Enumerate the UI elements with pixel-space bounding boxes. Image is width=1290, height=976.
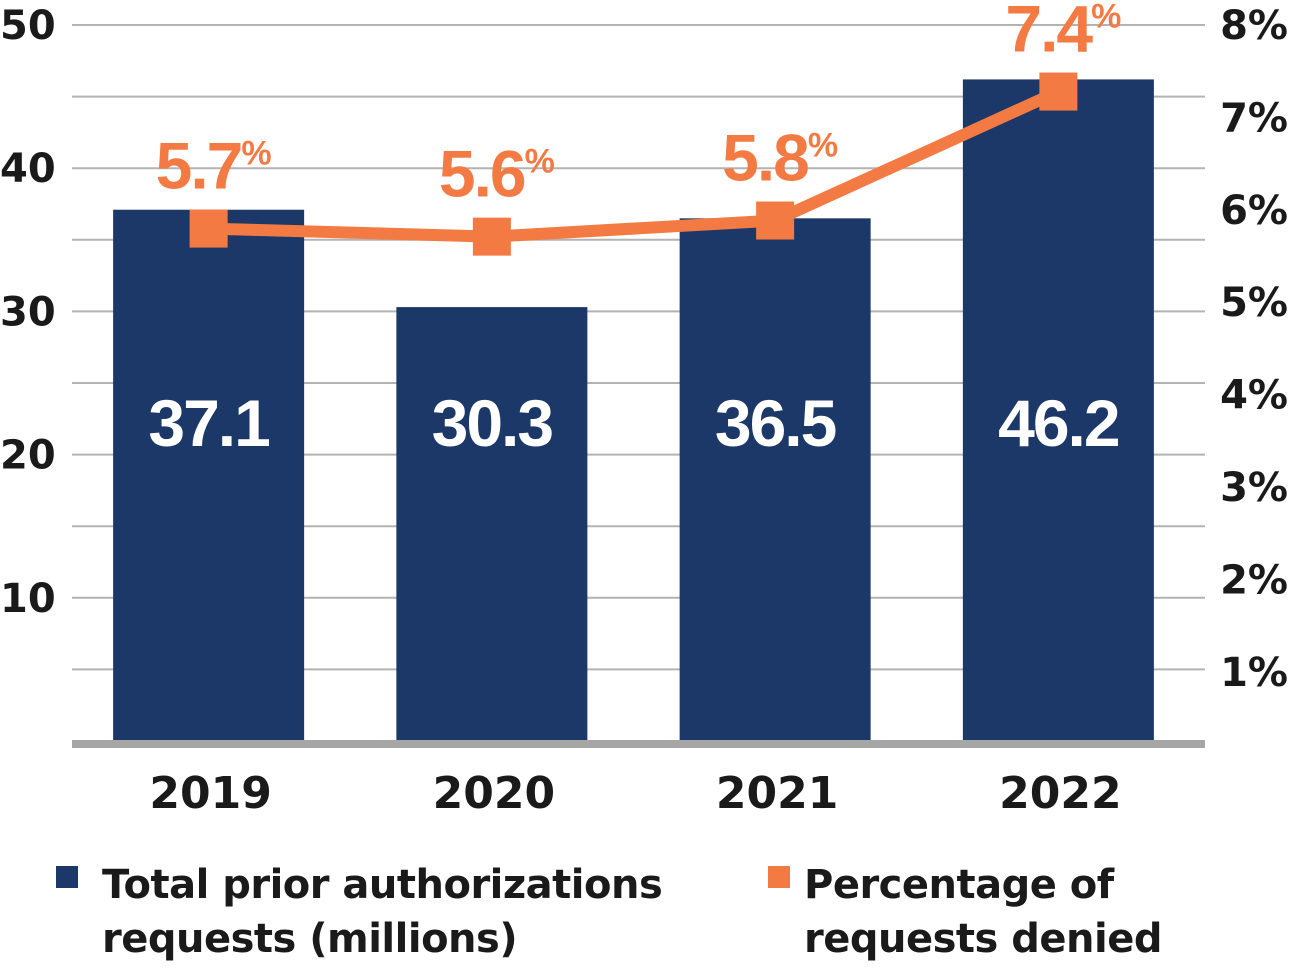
right-tick-label: 2% [1220,557,1288,603]
percent-sign: % [525,143,555,181]
line-value-label: 7.4% [1005,0,1121,66]
x-category-label: 2020 [433,768,555,819]
bar-value-label: 37.1 [148,386,269,460]
x-category-label: 2022 [999,768,1121,819]
bar-value-label: 30.3 [432,386,553,460]
left-tick-label: 10 [0,576,56,622]
left-tick-label: 20 [0,433,56,479]
legend-item-requests: Total prior authorizations requests (mil… [56,858,663,966]
percent-sign: % [241,135,271,173]
bar-2021 [679,218,871,741]
combo-chart: 37.1 30.3 36.5 46.2 5.7% 5.6% 5.8% 7.4% 10 20 30… [0,0,1288,819]
right-tick-label: 3% [1220,465,1288,511]
bar-2019 [113,209,305,741]
right-tick-label: 5% [1220,280,1288,326]
left-axis-ticks: 10 20 30 40 50 [0,3,56,622]
right-tick-label: 4% [1220,373,1288,419]
right-tick-label: 1% [1220,650,1288,696]
legend-swatch-bars [56,866,78,888]
x-category-label: 2021 [716,768,838,819]
percent-sign: % [808,127,838,165]
bar-2022 [962,79,1154,741]
line-value-labels: 5.7% 5.6% 5.8% 7.4% [156,0,1124,211]
line-value-label: 5.8% [722,121,838,195]
bar-2020 [396,307,588,741]
right-tick-label: 7% [1220,95,1288,141]
line-value-label: 5.6% [439,137,555,211]
bar-value-label: 36.5 [715,386,836,460]
left-tick-label: 40 [0,146,56,192]
marker-2021 [756,201,795,240]
x-axis-categories: 2019 2020 2021 2022 [149,768,1121,819]
x-axis-baseline [72,740,1205,748]
marker-2022 [1039,72,1078,111]
bar-value-label: 46.2 [998,386,1119,460]
line-value-label: 5.7% [156,129,272,203]
left-tick-label: 30 [0,289,56,335]
percent-sign: % [1091,0,1121,36]
left-tick-label: 50 [0,3,56,49]
bar-series [113,79,1154,741]
marker-2019 [189,209,228,248]
marker-2020 [472,217,511,256]
legend-label-requests: Total prior authorizations requests (mil… [102,862,663,962]
legend-label-denied: Percentage of requests denied [804,862,1162,962]
legend-swatch-line [768,866,790,888]
right-axis-ticks: 1% 2% 3% 4% 5% 6% 7% 8% [1220,3,1288,696]
x-category-label: 2019 [149,768,271,819]
line-series [189,72,1078,256]
legend-item-denied: Percentage of requests denied [768,858,1162,966]
bar-value-labels: 37.1 30.3 36.5 46.2 [148,386,1120,460]
right-tick-label: 6% [1220,188,1288,234]
right-tick-label: 8% [1220,3,1288,49]
denial-rate-line [208,86,1061,243]
